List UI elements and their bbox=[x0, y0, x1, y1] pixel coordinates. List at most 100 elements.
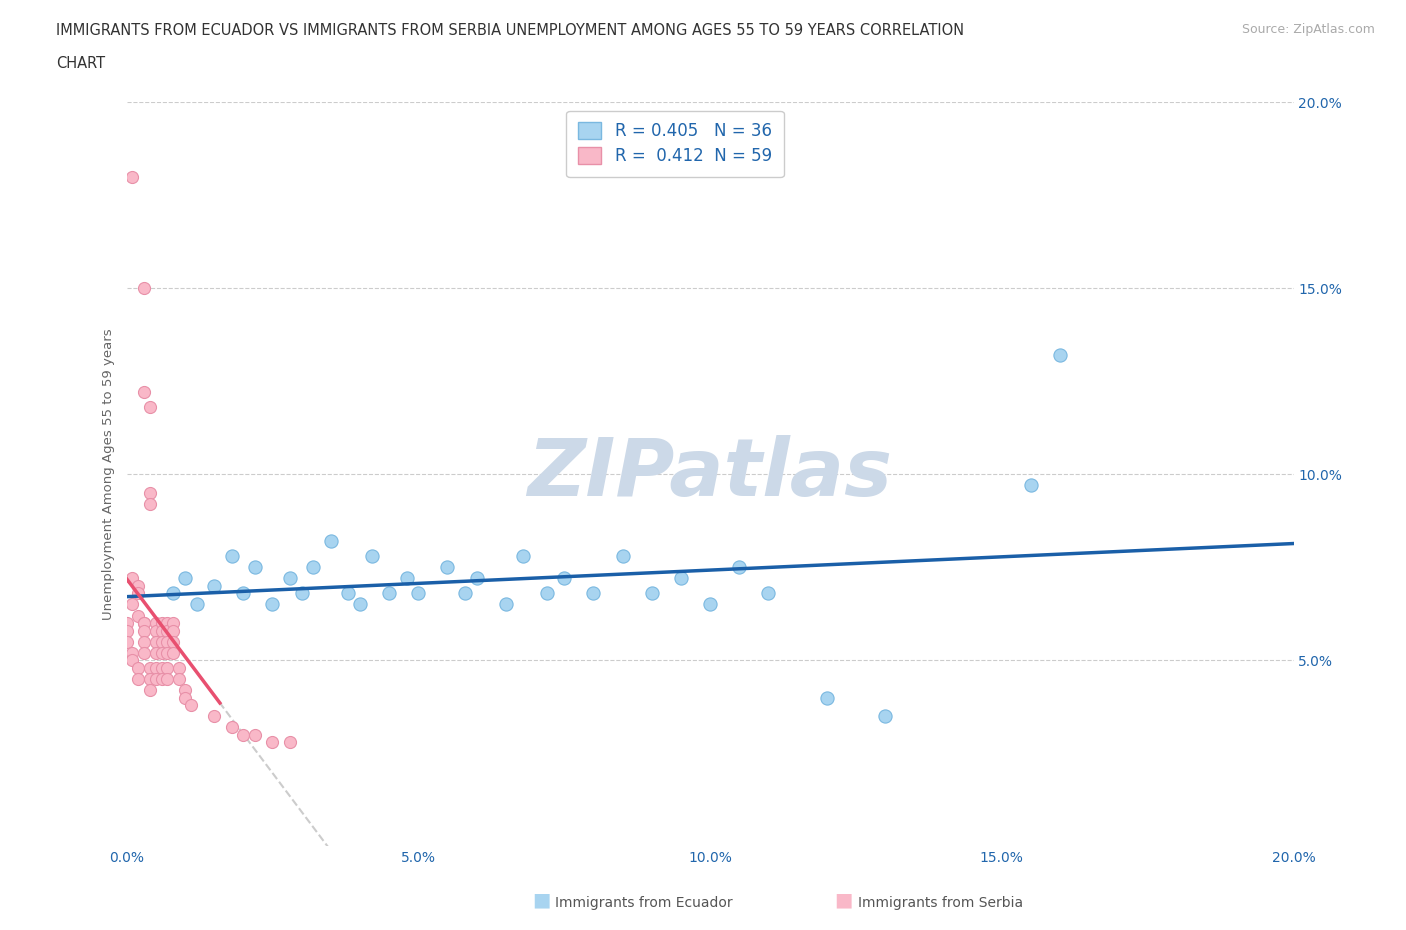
Point bbox=[454, 586, 477, 601]
Y-axis label: Unemployment Among Ages 55 to 59 years: Unemployment Among Ages 55 to 59 years bbox=[103, 328, 115, 620]
Point bbox=[132, 645, 155, 660]
Point bbox=[278, 735, 301, 750]
Point bbox=[156, 660, 179, 675]
Point bbox=[139, 671, 162, 686]
Text: Source: ZipAtlas.com: Source: ZipAtlas.com bbox=[1241, 23, 1375, 36]
Text: Immigrants from Ecuador: Immigrants from Ecuador bbox=[555, 896, 733, 910]
Text: CHART: CHART bbox=[56, 56, 105, 71]
Point bbox=[121, 169, 143, 184]
Point bbox=[145, 660, 167, 675]
Point bbox=[553, 571, 575, 586]
Point bbox=[156, 671, 179, 686]
Point bbox=[127, 578, 149, 593]
Text: IMMIGRANTS FROM ECUADOR VS IMMIGRANTS FROM SERBIA UNEMPLOYMENT AMONG AGES 55 TO : IMMIGRANTS FROM ECUADOR VS IMMIGRANTS FR… bbox=[56, 23, 965, 38]
Point bbox=[728, 560, 751, 575]
Point bbox=[465, 571, 488, 586]
Point bbox=[378, 586, 401, 601]
Point bbox=[815, 690, 838, 705]
Point bbox=[395, 571, 418, 586]
Point bbox=[174, 571, 197, 586]
Point bbox=[232, 727, 254, 742]
Point bbox=[150, 616, 173, 631]
Point bbox=[150, 634, 173, 649]
Point bbox=[337, 586, 360, 601]
Point bbox=[221, 549, 243, 564]
Point bbox=[536, 586, 558, 601]
Point bbox=[162, 623, 184, 638]
Point bbox=[162, 586, 184, 601]
Legend: R = 0.405   N = 36, R =  0.412  N = 59: R = 0.405 N = 36, R = 0.412 N = 59 bbox=[567, 111, 783, 177]
Point bbox=[156, 634, 179, 649]
Point bbox=[612, 549, 634, 564]
Point bbox=[145, 634, 167, 649]
Point bbox=[127, 671, 149, 686]
Point bbox=[1049, 348, 1071, 363]
Point bbox=[174, 690, 197, 705]
Point bbox=[167, 660, 190, 675]
Point bbox=[150, 660, 173, 675]
Point bbox=[262, 735, 284, 750]
Point bbox=[202, 578, 225, 593]
Point bbox=[132, 616, 155, 631]
Point bbox=[756, 586, 779, 601]
Point bbox=[156, 616, 179, 631]
Point bbox=[139, 485, 162, 500]
Point bbox=[150, 671, 173, 686]
Text: ■: ■ bbox=[834, 891, 853, 910]
Point bbox=[436, 560, 458, 575]
Point bbox=[115, 616, 138, 631]
Point bbox=[150, 623, 173, 638]
Point bbox=[319, 534, 342, 549]
Point bbox=[145, 623, 167, 638]
Point bbox=[162, 616, 184, 631]
Point bbox=[349, 597, 371, 612]
Point bbox=[243, 560, 266, 575]
Point bbox=[582, 586, 605, 601]
Point bbox=[115, 623, 138, 638]
Point bbox=[156, 645, 179, 660]
Point bbox=[640, 586, 664, 601]
Point bbox=[162, 645, 184, 660]
Point bbox=[132, 385, 155, 400]
Point bbox=[115, 634, 138, 649]
Point bbox=[875, 709, 897, 724]
Point bbox=[186, 597, 208, 612]
Point bbox=[127, 660, 149, 675]
Text: ZIPatlas: ZIPatlas bbox=[527, 435, 893, 513]
Point bbox=[132, 616, 155, 631]
Point bbox=[145, 645, 167, 660]
Point bbox=[512, 549, 534, 564]
Point bbox=[1019, 478, 1042, 493]
Point bbox=[174, 683, 197, 698]
Point bbox=[408, 586, 430, 601]
Point bbox=[360, 549, 382, 564]
Point bbox=[139, 497, 162, 512]
Point bbox=[262, 597, 284, 612]
Point bbox=[495, 597, 517, 612]
Point bbox=[202, 709, 225, 724]
Point bbox=[167, 671, 190, 686]
Point bbox=[139, 660, 162, 675]
Point bbox=[121, 645, 143, 660]
Point bbox=[121, 653, 143, 668]
Point bbox=[290, 586, 312, 601]
Point bbox=[221, 720, 243, 735]
Point bbox=[156, 623, 179, 638]
Point bbox=[145, 671, 167, 686]
Point bbox=[139, 400, 162, 415]
Point bbox=[302, 560, 325, 575]
Text: Immigrants from Serbia: Immigrants from Serbia bbox=[858, 896, 1022, 910]
Point bbox=[669, 571, 692, 586]
Point bbox=[243, 727, 266, 742]
Point bbox=[127, 586, 149, 601]
Point bbox=[121, 571, 143, 586]
Point bbox=[132, 634, 155, 649]
Point bbox=[232, 586, 254, 601]
Point bbox=[132, 623, 155, 638]
Point bbox=[278, 571, 301, 586]
Point bbox=[132, 281, 155, 296]
Point bbox=[127, 608, 149, 623]
Point bbox=[699, 597, 721, 612]
Point bbox=[139, 683, 162, 698]
Point bbox=[150, 645, 173, 660]
